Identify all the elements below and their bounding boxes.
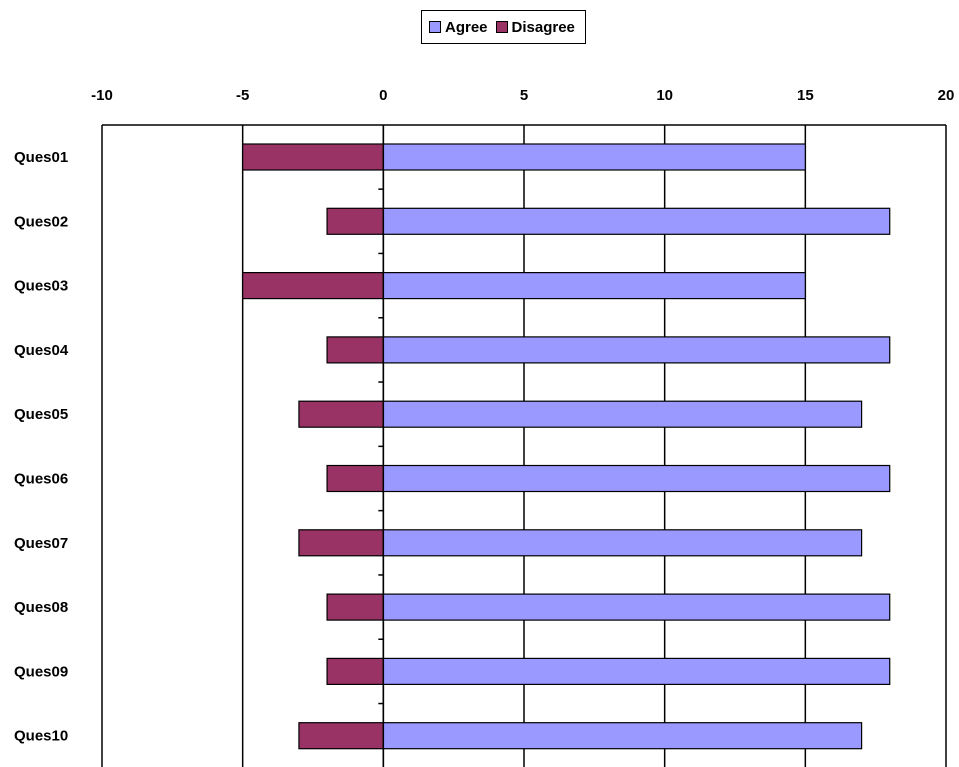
bar-disagree [326,593,384,621]
bar-disagree [298,529,384,557]
x-tick-label: -5 [236,87,249,104]
legend-item-agree: Agree [429,19,488,36]
bar-disagree [298,400,384,428]
bar-agree [382,272,806,300]
legend-item-disagree: Disagree [495,18,575,36]
category-label: Ques03 [14,278,68,295]
bar-disagree [326,464,384,493]
bar-agree [382,657,891,686]
legend-swatch-agree [429,21,441,33]
bar-agree [382,722,863,750]
chart-legend: Agree Disagree [421,10,586,44]
bar-agree [382,464,891,493]
category-label: Ques07 [14,535,68,552]
category-label: Ques04 [14,342,69,359]
bar-agree [382,529,863,557]
x-tick-label: -10 [91,87,113,104]
category-label: Ques10 [14,728,68,745]
bar-disagree [242,143,384,171]
bar-disagree [326,657,384,686]
x-tick-label: 20 [938,87,955,104]
bar-agree [382,143,806,171]
x-tick-label: 15 [797,87,814,104]
category-label: Ques08 [14,599,68,616]
legend-label-disagree: Disagree [511,18,575,36]
legend-swatch-disagree [495,21,508,33]
category-label: Ques01 [14,149,68,166]
bar-agree [382,593,891,621]
x-tick-label: 5 [520,87,528,104]
category-label: Ques06 [14,471,68,488]
bar-disagree [298,722,384,750]
category-label: Ques02 [14,213,68,230]
x-tick-label: 0 [379,87,387,104]
bar-disagree [326,207,384,235]
bar-agree [382,400,863,428]
bar-disagree [242,272,384,300]
bar-agree [382,207,891,235]
bar-agree [382,336,891,364]
bar-disagree [326,336,384,364]
category-label: Ques09 [14,663,68,680]
legend-label-agree: Agree [445,18,488,36]
x-tick-label: 10 [656,87,673,104]
category-label: Ques05 [14,406,68,423]
